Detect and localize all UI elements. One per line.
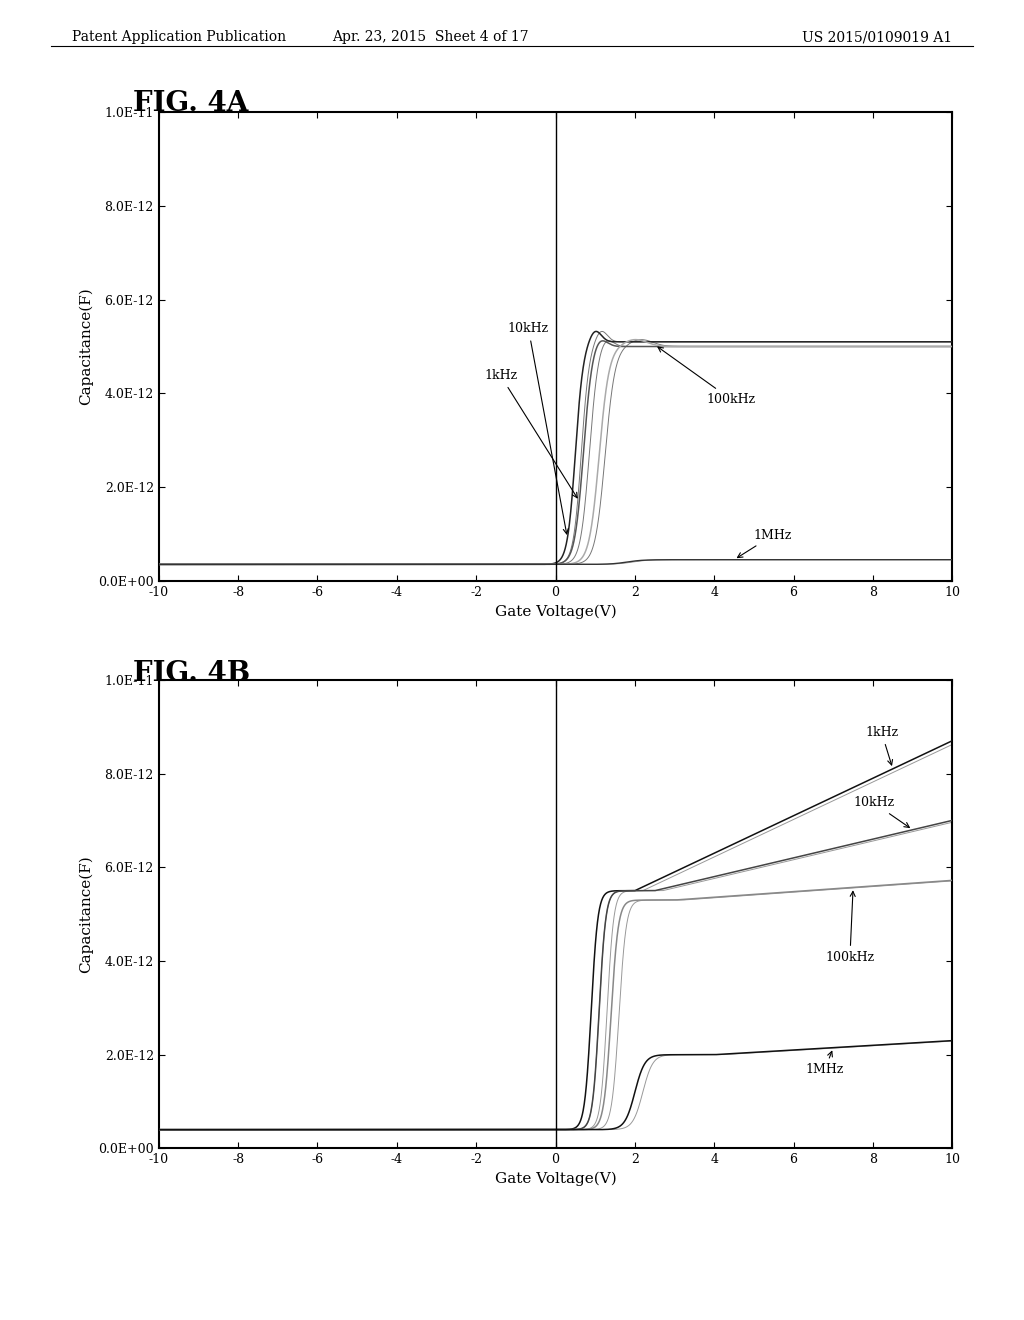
Text: 1MHz: 1MHz: [806, 1052, 844, 1076]
Text: Apr. 23, 2015  Sheet 4 of 17: Apr. 23, 2015 Sheet 4 of 17: [332, 30, 528, 45]
Text: 1MHz: 1MHz: [737, 528, 793, 557]
Text: Patent Application Publication: Patent Application Publication: [72, 30, 286, 45]
Text: 100kHz: 100kHz: [825, 891, 874, 964]
X-axis label: Gate Voltage(V): Gate Voltage(V): [495, 1172, 616, 1187]
Text: 10kHz: 10kHz: [508, 322, 568, 533]
Text: FIG. 4A: FIG. 4A: [133, 90, 249, 116]
Text: 1kHz: 1kHz: [484, 370, 578, 498]
Text: FIG. 4B: FIG. 4B: [133, 660, 250, 686]
Text: US 2015/0109019 A1: US 2015/0109019 A1: [802, 30, 952, 45]
Y-axis label: Capacitance(F): Capacitance(F): [78, 855, 93, 973]
X-axis label: Gate Voltage(V): Gate Voltage(V): [495, 605, 616, 619]
Text: 100kHz: 100kHz: [658, 347, 756, 405]
Text: 10kHz: 10kHz: [853, 796, 909, 828]
Text: 1kHz: 1kHz: [865, 726, 898, 766]
Y-axis label: Capacitance(F): Capacitance(F): [78, 288, 93, 405]
